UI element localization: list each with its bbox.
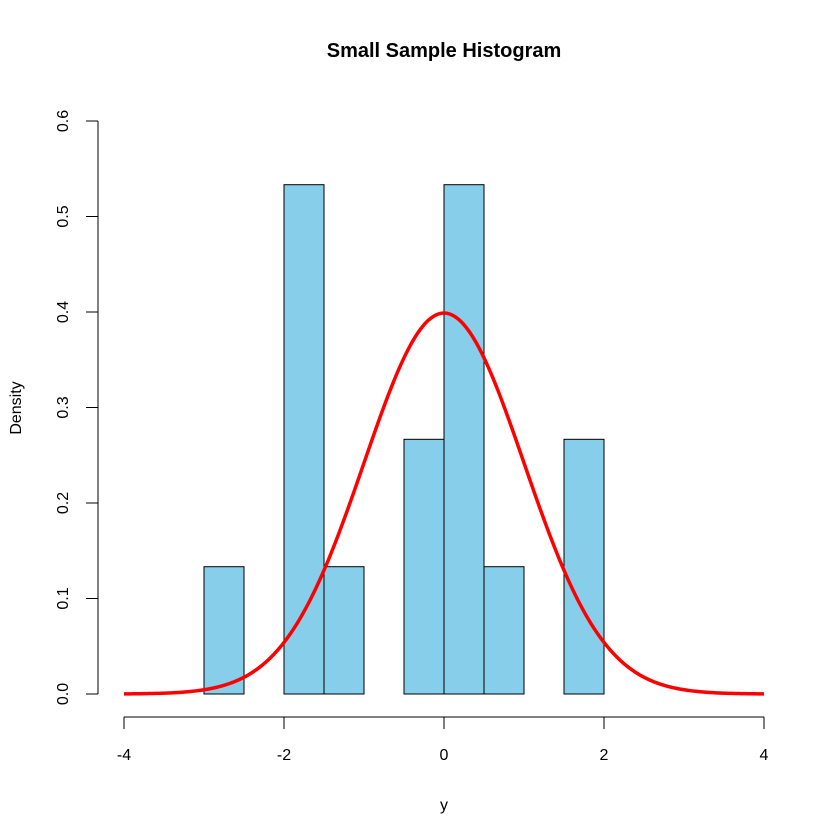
histogram-bar-2 bbox=[323, 566, 365, 695]
histogram-bar-1 bbox=[283, 184, 325, 695]
y-tick-label-3: 0.3 bbox=[55, 396, 72, 418]
normal-density-curve bbox=[123, 311, 765, 696]
x-tick-label-0: -4 bbox=[117, 747, 131, 764]
chart-title: Small Sample Histogram bbox=[327, 40, 562, 62]
histogram-bar-4 bbox=[443, 184, 485, 695]
y-tick-label-1: 0.1 bbox=[55, 587, 72, 609]
histogram-bar-0 bbox=[203, 566, 245, 695]
y-tick-label-2: 0.2 bbox=[55, 492, 72, 514]
y-tick-label-0: 0.0 bbox=[55, 683, 72, 705]
density-curve-layer bbox=[123, 311, 765, 696]
x-axis-label: y bbox=[440, 797, 448, 814]
y-axis: 0.0 0.1 0.2 0.3 0.4 0.5 0.6 bbox=[55, 110, 99, 705]
y-tick-label-6: 0.6 bbox=[55, 110, 72, 132]
histogram-bar-6 bbox=[563, 438, 605, 695]
x-tick-label-4: 4 bbox=[760, 747, 769, 764]
x-tick-label-2: 0 bbox=[440, 747, 449, 764]
histogram-bars bbox=[203, 184, 605, 695]
x-tick-label-1: -2 bbox=[277, 747, 291, 764]
histogram-bar-5 bbox=[483, 566, 525, 695]
x-axis: -4 -2 0 2 4 bbox=[117, 716, 769, 764]
y-axis-label: Density bbox=[8, 381, 25, 434]
y-tick-label-5: 0.5 bbox=[55, 205, 72, 227]
x-tick-label-3: 2 bbox=[600, 747, 609, 764]
y-tick-label-4: 0.4 bbox=[55, 301, 72, 323]
histogram-bar-3 bbox=[403, 438, 445, 695]
